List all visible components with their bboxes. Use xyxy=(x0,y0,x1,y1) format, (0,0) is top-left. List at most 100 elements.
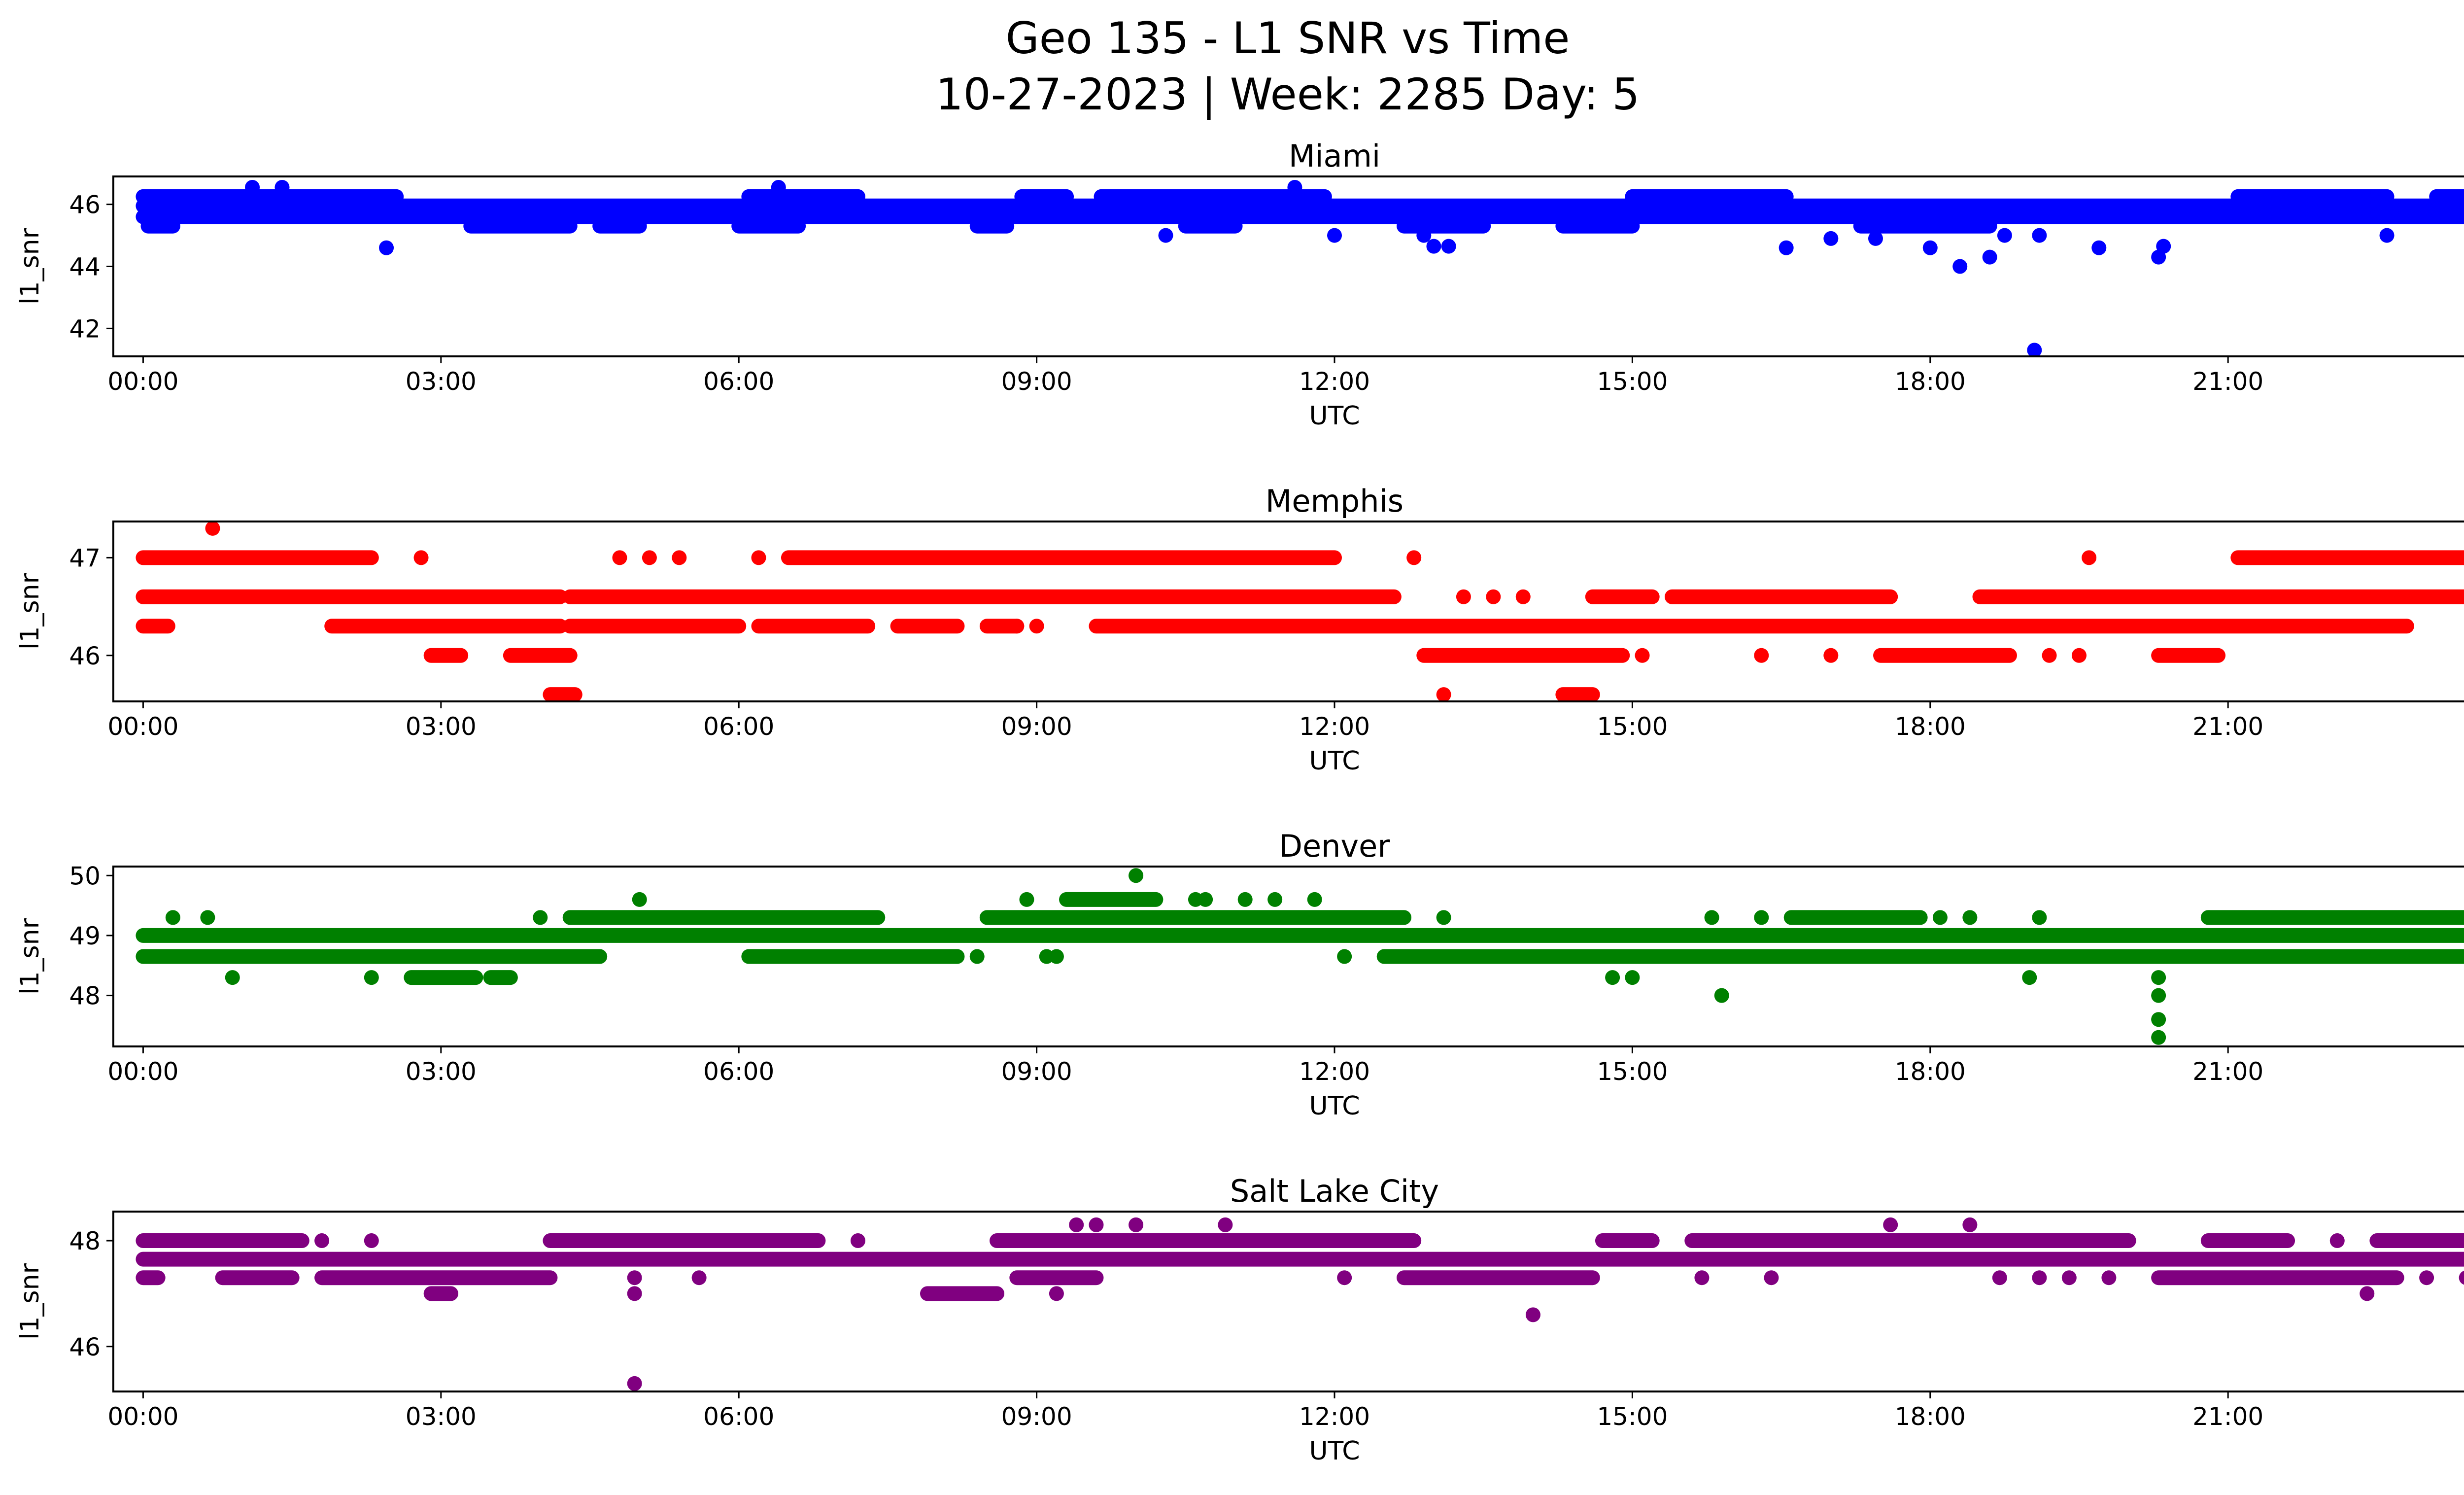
data-point xyxy=(612,550,627,565)
data-point xyxy=(1198,892,1213,907)
data-point-band xyxy=(2230,550,2464,565)
data-point xyxy=(1069,1217,1084,1232)
scatter-series xyxy=(136,522,2464,701)
panel-title: Memphis xyxy=(1266,483,1403,519)
data-point xyxy=(1029,619,1044,634)
x-tick-label: 09:00 xyxy=(1001,1057,1072,1086)
x-tick-label: 18:00 xyxy=(1895,1057,1966,1086)
figure-title-line2: 10-27-2023 | Week: 2285 Day: 5 xyxy=(936,69,1640,120)
data-point xyxy=(1307,892,1322,907)
data-point-band xyxy=(1595,1233,1660,1249)
data-point xyxy=(1267,892,1283,907)
panel-salt-lake-city: Salt Lake City 00:00 03:00 06:00 09:00 12:00 1… xyxy=(15,1173,2464,1466)
data-point xyxy=(1764,1270,1779,1286)
data-point xyxy=(969,949,985,964)
data-point xyxy=(1129,868,1144,883)
data-point xyxy=(2419,1270,2434,1286)
data-point-band xyxy=(2151,648,2226,663)
x-tick-label: 21:00 xyxy=(2192,1402,2263,1431)
scatter-series xyxy=(136,180,2464,356)
data-point xyxy=(1754,648,1769,663)
x-tick-label: 21:00 xyxy=(2192,712,2263,741)
x-tick-label: 03:00 xyxy=(406,367,477,396)
x-tick-label: 00:00 xyxy=(107,367,178,396)
data-point xyxy=(274,180,290,195)
panel-title: Miami xyxy=(1289,138,1380,174)
x-tick-label: 12:00 xyxy=(1299,1057,1370,1086)
x-tick-label: 03:00 xyxy=(406,1402,477,1431)
data-point xyxy=(627,1286,642,1301)
data-point xyxy=(205,522,220,536)
data-point-band xyxy=(136,1252,2464,1267)
y-tick-label: 42 xyxy=(69,314,101,343)
y-axis-label: l1_snr xyxy=(15,1263,45,1340)
data-point-band xyxy=(562,619,747,634)
x-tick-label: 15:00 xyxy=(1597,712,1668,741)
x-tick-label: 06:00 xyxy=(703,1057,774,1086)
data-point-band xyxy=(1089,619,2414,634)
data-point xyxy=(1019,892,1034,907)
data-point xyxy=(1868,231,1883,246)
data-point-band xyxy=(136,1233,309,1249)
data-point-band xyxy=(781,550,1342,565)
data-point-band xyxy=(324,619,568,634)
data-point xyxy=(225,970,240,985)
data-point xyxy=(1525,1307,1540,1322)
data-point-band xyxy=(1009,1270,1104,1286)
data-point-band xyxy=(1059,892,1164,907)
data-point xyxy=(627,1270,642,1286)
data-point-band xyxy=(2369,1233,2464,1249)
data-point-band xyxy=(140,218,180,234)
data-point xyxy=(1779,240,1794,255)
data-point xyxy=(2022,970,2037,985)
data-point xyxy=(2032,910,2047,925)
data-point xyxy=(1982,249,1997,265)
x-tick-label: 15:00 xyxy=(1597,1402,1668,1431)
data-point xyxy=(413,550,429,565)
data-point xyxy=(1327,228,1342,243)
data-point xyxy=(771,180,786,195)
data-point xyxy=(1694,1270,1710,1286)
data-point xyxy=(364,1233,379,1249)
data-point xyxy=(1754,910,1769,925)
data-point xyxy=(2151,1012,2166,1027)
data-point xyxy=(632,892,647,907)
y-tick-label: 47 xyxy=(69,544,101,572)
data-point-band xyxy=(562,589,1402,604)
data-point xyxy=(1952,259,1968,274)
data-point xyxy=(691,1270,707,1286)
data-point-band xyxy=(136,928,2464,943)
data-point-band xyxy=(1376,949,2464,964)
data-point-band xyxy=(2200,1233,2295,1249)
data-point xyxy=(1436,687,1451,701)
data-point-band xyxy=(2151,1270,2404,1286)
panels: Miami 00:00 03:00 06:00 09:00 12:00 15:00 18:00… xyxy=(15,138,2464,1466)
data-point-band xyxy=(1585,589,1660,604)
data-point xyxy=(1605,970,1620,985)
data-point xyxy=(2379,228,2395,243)
data-point xyxy=(364,970,379,985)
data-point xyxy=(1237,892,1253,907)
data-point xyxy=(1218,1217,1233,1232)
data-point xyxy=(165,910,180,925)
data-point xyxy=(2071,648,2087,663)
data-point xyxy=(2360,1286,2375,1301)
data-point xyxy=(314,1233,330,1249)
data-point xyxy=(1049,1286,1064,1301)
data-point-band xyxy=(543,1233,826,1249)
data-point-band xyxy=(592,218,647,234)
data-point xyxy=(1009,619,1025,634)
data-point xyxy=(2151,988,2166,1003)
data-point xyxy=(1089,1217,1104,1232)
data-point xyxy=(1515,589,1531,604)
data-point-band xyxy=(990,1233,1422,1249)
x-tick-label: 12:00 xyxy=(1299,367,1370,396)
data-point-band xyxy=(314,1270,558,1286)
y-tick-label: 46 xyxy=(69,191,101,219)
figure-title-line1: Geo 135 - L1 SNR vs Time xyxy=(1006,13,1570,64)
data-point-band xyxy=(1684,1233,2136,1249)
data-point xyxy=(2032,1270,2047,1286)
x-tick-label: 09:00 xyxy=(1001,712,1072,741)
data-point xyxy=(1714,988,1729,1003)
